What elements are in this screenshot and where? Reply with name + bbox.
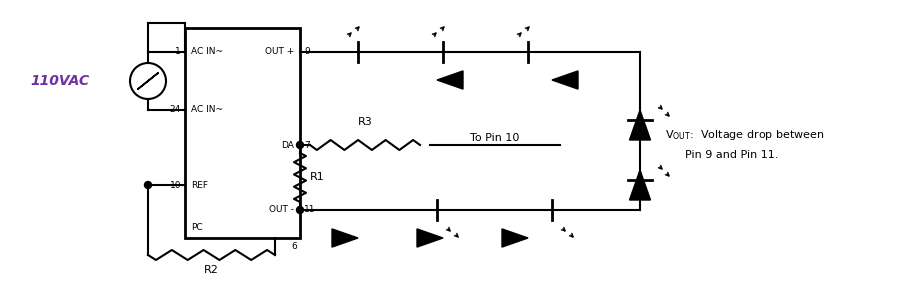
Polygon shape xyxy=(502,229,528,247)
Text: DA: DA xyxy=(281,140,294,150)
Text: OUT +: OUT + xyxy=(264,48,294,57)
Text: R3: R3 xyxy=(358,117,373,127)
Circle shape xyxy=(297,206,304,213)
Polygon shape xyxy=(630,110,651,140)
Polygon shape xyxy=(630,170,651,200)
Circle shape xyxy=(297,142,304,148)
Text: To Pin 10: To Pin 10 xyxy=(470,133,520,143)
Text: 1: 1 xyxy=(175,48,181,57)
Text: 110VAC: 110VAC xyxy=(30,74,89,88)
Bar xyxy=(185,28,300,238)
Text: PC: PC xyxy=(191,224,203,233)
Text: 9: 9 xyxy=(304,48,309,57)
Polygon shape xyxy=(552,71,578,89)
Text: R1: R1 xyxy=(310,172,325,182)
Text: R2: R2 xyxy=(204,265,218,275)
Text: 11: 11 xyxy=(304,206,316,215)
Text: 24: 24 xyxy=(170,106,181,115)
Text: AC IN~: AC IN~ xyxy=(191,48,223,57)
Text: $\mathdefault{V}$$_{\mathdefault{OUT}}$:  Voltage drop between: $\mathdefault{V}$$_{\mathdefault{OUT}}$:… xyxy=(665,128,824,142)
Text: OUT -: OUT - xyxy=(269,206,294,215)
Text: Pin 9 and Pin 11.: Pin 9 and Pin 11. xyxy=(685,150,778,160)
Text: 6: 6 xyxy=(291,242,297,251)
Circle shape xyxy=(144,182,151,188)
Text: 10: 10 xyxy=(170,180,181,189)
Text: REF: REF xyxy=(191,180,208,189)
Polygon shape xyxy=(417,229,443,247)
Polygon shape xyxy=(332,229,358,247)
Polygon shape xyxy=(437,71,463,89)
Text: 7: 7 xyxy=(304,140,309,150)
Text: AC IN~: AC IN~ xyxy=(191,106,223,115)
